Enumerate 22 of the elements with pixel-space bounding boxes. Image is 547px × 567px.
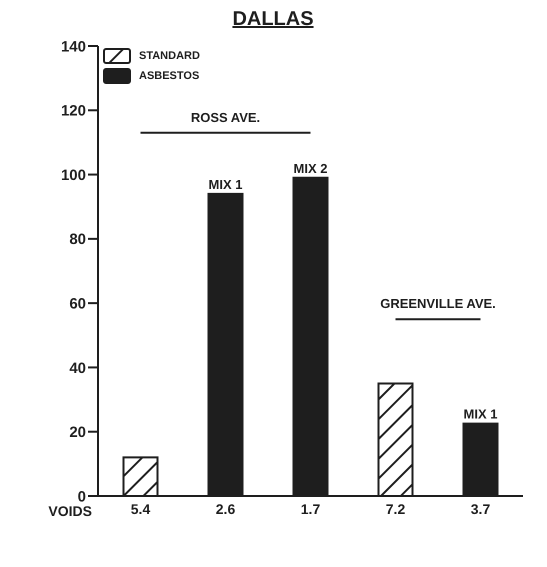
annotation: GREENVILLE AVE. (380, 296, 496, 312)
y-tick-label: 100 (60, 166, 86, 184)
y-tick-label: 140 (60, 38, 86, 56)
y-tick-label: 20 (69, 424, 86, 442)
legend-label: ASBESTOS (139, 70, 200, 82)
y-tick-label: 40 (69, 360, 86, 377)
annotation: MIX 1 (464, 406, 498, 422)
x-tick-label: 1.7 (300, 500, 320, 517)
x-tick-label: 7.2 (386, 500, 406, 517)
y-tick-label: 60 (69, 295, 86, 312)
x-tick-label: 2.6 (216, 500, 236, 517)
y-tick-label: 120 (60, 102, 86, 120)
x-tick-label: 3.7 (470, 500, 490, 517)
x-axis-title: VOIDS (48, 503, 92, 519)
y-tick-label: 0 (78, 488, 86, 506)
annotation: MIX 1 (208, 176, 242, 192)
chart-title: DALLAS (231, 8, 315, 32)
y-tick-label: 80 (69, 231, 86, 248)
annotation: ROSS AVE. (190, 110, 260, 125)
legend-label: STANDARD (139, 50, 200, 62)
annotation: MIX 2 (294, 160, 328, 176)
x-tick-label: 5.4 (130, 500, 150, 517)
